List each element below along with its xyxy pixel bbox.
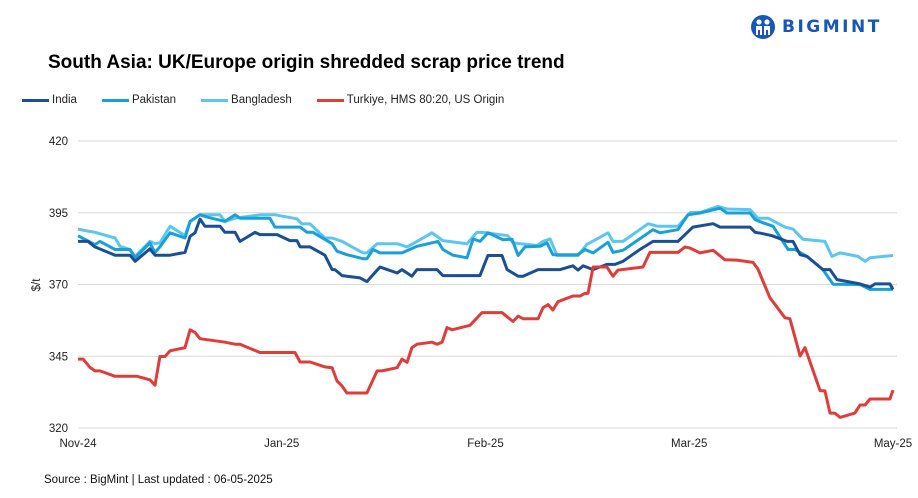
legend-swatch <box>22 98 49 102</box>
legend-item-turkiye: Turkiye, HMS 80:20, US Origin <box>316 94 505 106</box>
legend-label: Bangladesh <box>231 94 292 106</box>
legend-swatch <box>201 98 229 102</box>
x-axis-ticks: Nov-24 Jan-25 Feb-25 Mar-25 May-25 <box>59 438 912 450</box>
chart-title: South Asia: UK/Europe origin shredded sc… <box>48 52 565 73</box>
y-axis-label: $/t <box>31 278 43 292</box>
series-line-turkiye <box>78 245 895 419</box>
legend-label: Turkiye, HMS 80:20, US Origin <box>346 94 505 106</box>
x-tick-label: May-25 <box>874 438 912 450</box>
x-tick-label: Jan-25 <box>264 438 299 450</box>
legend-label: India <box>52 94 77 106</box>
bigmint-logo: BIGMINT <box>750 14 882 40</box>
brand-name: BIGMINT <box>782 17 882 37</box>
source-note: Source : BigMint | Last updated : 06-05-… <box>44 474 273 486</box>
x-tick-label: Feb-25 <box>467 438 503 450</box>
x-tick-label: Nov-24 <box>59 438 97 450</box>
x-tick-label: Mar-25 <box>671 438 707 450</box>
legend-item-india: India <box>22 94 77 106</box>
legend-swatch <box>316 98 344 102</box>
gridlines <box>78 140 897 429</box>
series-lines <box>77 204 895 419</box>
y-tick-label: 345 <box>49 351 68 363</box>
series-line-pakistan <box>77 206 893 291</box>
legend-swatch <box>101 98 129 102</box>
y-tick-label: 420 <box>49 136 68 148</box>
legend-label: Pakistan <box>131 94 177 106</box>
legend-item-pakistan: Pakistan <box>101 94 177 106</box>
y-tick-label: 320 <box>49 423 68 435</box>
series-line-india <box>78 217 895 291</box>
y-tick-label: 395 <box>49 208 68 220</box>
legend: India Pakistan Bangladesh Turkiye, HMS 8… <box>22 94 529 106</box>
y-tick-label: 370 <box>49 280 68 292</box>
y-axis-ticks: 320 345 370 395 420 <box>49 136 68 435</box>
legend-item-bangladesh: Bangladesh <box>201 94 292 106</box>
bigmint-logo-icon <box>751 15 775 39</box>
